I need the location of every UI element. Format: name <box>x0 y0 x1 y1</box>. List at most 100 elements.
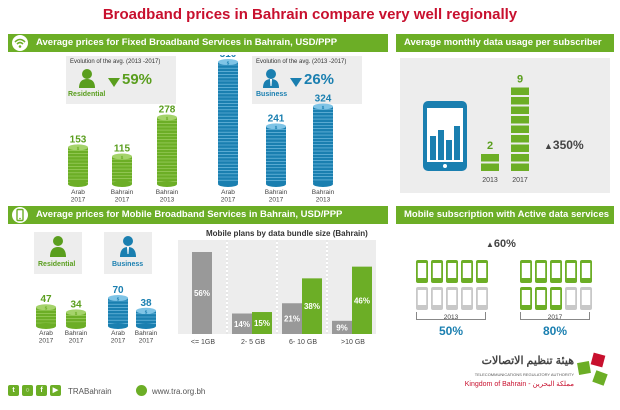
coin-stack-bar: $ <box>36 304 56 329</box>
usage-bar-segment <box>511 144 529 152</box>
phone-icon <box>520 260 532 283</box>
subscription-year-2013: 2013 <box>443 314 459 321</box>
mobile-broadband-header: Average prices for Mobile Broadband Serv… <box>8 206 388 224</box>
bracket-2013 <box>416 312 486 320</box>
phone-icon <box>461 287 473 310</box>
bar-category-label: Arab <box>71 189 85 196</box>
usage-bar-segment <box>511 125 529 133</box>
bar-category-label: 2017 <box>69 338 84 345</box>
phone-icon <box>580 260 592 283</box>
plans-bar-2017 <box>252 312 272 334</box>
phone-icon <box>12 207 28 223</box>
bar-category-label: 2017 <box>139 338 154 345</box>
social-icons: t ○ f ▶ <box>8 385 61 396</box>
data-usage-chart: 2 2013 9 2017 <box>481 74 529 184</box>
residential-person-icon <box>50 236 66 257</box>
phone-icon <box>535 287 547 310</box>
plans-bar-2017 <box>302 278 322 334</box>
data-usage-header: Average monthly data usage per subscribe… <box>396 34 614 66</box>
usage-change-value: 350% <box>552 138 584 152</box>
plans-category-label: <= 1GB <box>191 339 215 346</box>
logo-arabic-name: هيئة تنظيم الاتصالات <box>481 355 574 367</box>
business-label: Business <box>256 91 288 98</box>
bar-category-label: 2017 <box>71 197 86 204</box>
plans-bar-2016 <box>282 303 302 334</box>
svg-text:$: $ <box>117 297 120 302</box>
svg-text:$: $ <box>166 116 169 121</box>
phone-icon <box>431 287 443 310</box>
subscription-pct-2017: 80% <box>542 324 568 338</box>
bar-category-label: Arab <box>111 330 125 337</box>
page-title: Broadband prices in Bahrain compare very… <box>102 6 518 23</box>
globe-icon <box>136 385 147 396</box>
youtube-icon[interactable]: ▶ <box>50 385 61 396</box>
tablet-icon <box>423 101 467 171</box>
coin-stack-bar: $ <box>266 123 286 187</box>
phone-icon <box>580 287 592 310</box>
plans-label-2016: 56% <box>194 289 210 298</box>
business-evo-label: Evolution of the avg. (2013 -2017) <box>256 59 347 65</box>
plans-bar-2016 <box>232 313 252 334</box>
bar-value-label: 70 <box>112 285 124 296</box>
instagram-icon[interactable]: ○ <box>22 385 33 396</box>
phone-icon <box>446 287 458 310</box>
facebook-icon[interactable]: f <box>36 385 47 396</box>
website-link[interactable]: www.tra.org.bh <box>152 387 206 396</box>
svg-text:$: $ <box>322 105 325 110</box>
usage-year-label: 2017 <box>512 177 528 184</box>
plans-label-2017: 38% <box>304 302 320 311</box>
subscription-phones <box>416 260 592 310</box>
svg-text:$: $ <box>77 146 80 151</box>
usage-bar-segment <box>511 87 529 95</box>
usage-bar-segment <box>511 135 529 143</box>
plans-category-label: 2- 5 GB <box>241 339 265 346</box>
usage-bar-segment <box>511 97 529 105</box>
usage-value-label: 2 <box>487 140 493 152</box>
plans-label-2016: 9% <box>336 323 348 332</box>
bar-value-label: 324 <box>315 93 332 104</box>
twitter-icon[interactable]: t <box>8 385 19 396</box>
residential-person-icon <box>79 69 95 88</box>
increase-arrow-icon: ▲ <box>544 141 553 151</box>
mobile-broadband-chart: $47Arab2017$34Bahrain2017$70Arab2017$38B… <box>36 285 158 345</box>
plans-category-label: >10 GB <box>341 339 365 346</box>
bar-category-label: 2017 <box>269 197 284 204</box>
mobile-residential-label: Residential <box>38 261 76 268</box>
social-handle[interactable]: TRABahrain <box>68 387 112 396</box>
bar-category-label: Arab <box>39 330 53 337</box>
plans-category-label: 6- 10 GB <box>289 339 317 346</box>
coin-stack-bar: $ <box>68 144 88 187</box>
bar-category-label: Bahrain <box>111 189 134 196</box>
bar-category-label: 2013 <box>316 197 331 204</box>
bar-category-label: 2017 <box>111 338 126 345</box>
business-person-icon <box>263 69 279 88</box>
residential-evo-label: Evolution of the avg. (2013 -2017) <box>70 59 161 65</box>
wifi-icon <box>12 35 28 51</box>
coin-stack-bar: $ <box>66 309 86 329</box>
coin-stack-bar: $ <box>108 295 128 329</box>
mobile-broadband-title: Average prices for Mobile Broadband Serv… <box>36 209 343 220</box>
svg-text:$: $ <box>275 125 278 130</box>
business-change: 26% <box>304 71 335 88</box>
phone-icon <box>416 260 428 283</box>
bar-category-label: Bahrain <box>156 189 179 196</box>
usage-value-label: 9 <box>517 74 523 86</box>
increase-arrow-icon: ▲ <box>486 240 494 249</box>
coin-stack-bar: $ <box>157 114 177 187</box>
phone-icon <box>446 260 458 283</box>
bar-category-label: Bahrain <box>135 330 158 337</box>
phone-icon <box>550 287 562 310</box>
plans-label-2016: 14% <box>234 320 250 329</box>
bar-category-label: 2013 <box>160 197 175 204</box>
usage-bar-segment <box>511 154 529 162</box>
bar-category-label: Bahrain <box>65 330 88 337</box>
bar-category-label: Bahrain <box>312 189 335 196</box>
phone-icon <box>535 260 547 283</box>
phone-icon <box>565 287 577 310</box>
subscription-header: Mobile subscription with Active data ser… <box>396 206 614 224</box>
usage-bar-segment <box>511 106 529 114</box>
bar-category-label: 2017 <box>221 197 236 204</box>
fixed-broadband-chart: $153Arab2017$115Bahrain2017$278Bahrain20… <box>68 55 335 204</box>
bar-category-label: 2017 <box>39 338 54 345</box>
mobile-business-label: Business <box>112 261 144 268</box>
